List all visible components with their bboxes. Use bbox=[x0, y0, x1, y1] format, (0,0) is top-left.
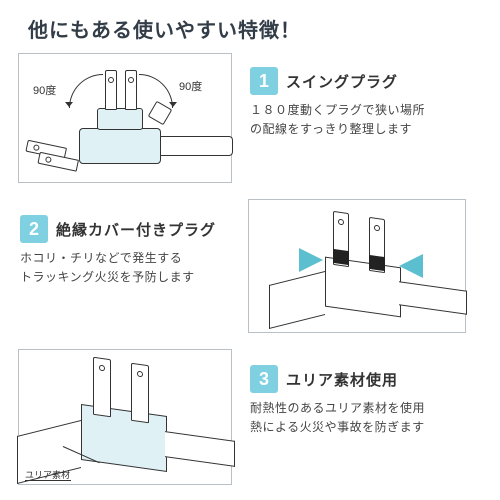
feature-1-title: スイングプラグ bbox=[286, 71, 398, 92]
urea-blade-2 bbox=[131, 363, 149, 424]
feature-1: 1 スイングプラグ １８０度動くプラグで狭い場所 の配線をすっきり整理します bbox=[250, 53, 480, 183]
blade-left-2 bbox=[37, 152, 79, 172]
arrow-right-icon bbox=[399, 254, 423, 278]
blade-up-1 bbox=[105, 70, 117, 110]
blade-up-2 bbox=[125, 70, 137, 110]
page-title: 他にもある使いやすい特徴！ bbox=[0, 0, 500, 49]
feature-2: 2 絶縁カバー付きプラグ ホコリ・チリなどで発生する トラッキング火災を予防しま… bbox=[20, 199, 238, 333]
feature-3-line2: 熱による火災や事故を防ぎます bbox=[250, 420, 425, 434]
feature-1-line2: の配線をすっきり整理します bbox=[250, 122, 412, 136]
plug-neck bbox=[97, 108, 143, 130]
feature-3-line1: 耐熱性のあるユリア素材を使用 bbox=[250, 401, 425, 415]
feature-2-body: ホコリ・チリなどで発生する トラッキング火災を予防します bbox=[20, 249, 238, 286]
urea-blade-1 bbox=[93, 357, 111, 418]
arrow-left-icon bbox=[299, 248, 323, 272]
arc-right bbox=[139, 74, 173, 108]
sleeve-2 bbox=[369, 255, 385, 271]
urea-label-underline bbox=[25, 480, 71, 481]
ins-body-front bbox=[325, 257, 401, 318]
arc-left bbox=[69, 74, 103, 108]
feature-1-body: １８０度動くプラグで狭い場所 の配線をすっきり整理します bbox=[250, 101, 480, 138]
badge-3: 3 bbox=[250, 365, 278, 393]
row-3: ユリア素材 3 ユリア素材使用 耐熱性のあるユリア素材を使用 熱による火災や事故… bbox=[0, 349, 500, 485]
plug-body bbox=[79, 128, 161, 164]
urea-cord bbox=[165, 431, 235, 467]
feature-1-head: 1 スイングプラグ bbox=[250, 67, 480, 95]
deg-right: 90度 bbox=[179, 78, 202, 94]
badge-2: 2 bbox=[20, 215, 48, 243]
feature-2-head: 2 絶縁カバー付きプラグ bbox=[20, 215, 238, 243]
sleeve-1 bbox=[333, 249, 349, 265]
feature-2-line1: ホコリ・チリなどで発生する bbox=[20, 251, 182, 265]
feature-2-title: 絶縁カバー付きプラグ bbox=[56, 219, 216, 240]
feature-3-title: ユリア素材使用 bbox=[286, 369, 398, 390]
diagram-insulated-plug bbox=[248, 199, 466, 333]
diagram-swing-plug: 90度 90度 bbox=[18, 53, 232, 183]
deg-left: 90度 bbox=[33, 82, 56, 98]
feature-1-line1: １８０度動くプラグで狭い場所 bbox=[250, 103, 425, 117]
ins-body-left bbox=[269, 271, 325, 329]
diagram-urea-material: ユリア素材 bbox=[18, 349, 232, 485]
feature-2-line2: トラッキング火災を予防します bbox=[20, 270, 195, 284]
ins-cord bbox=[399, 281, 467, 315]
cord bbox=[161, 136, 233, 156]
feature-3-body: 耐熱性のあるユリア素材を使用 熱による火災や事故を防ぎます bbox=[250, 399, 480, 436]
feature-3-head: 3 ユリア素材使用 bbox=[250, 365, 480, 393]
badge-1: 1 bbox=[250, 67, 278, 95]
feature-3: 3 ユリア素材使用 耐熱性のあるユリア素材を使用 熱による火災や事故を防ぎます bbox=[250, 349, 480, 485]
arc-right-arrow bbox=[169, 102, 177, 107]
arc-left-arrow bbox=[65, 102, 73, 107]
row-2: 2 絶縁カバー付きプラグ ホコリ・チリなどで発生する トラッキング火災を予防しま… bbox=[0, 199, 500, 333]
row-1: 90度 90度 1 スイングプラグ １８０度動くプラグで狭い場所 の配線をすっき… bbox=[0, 53, 500, 183]
